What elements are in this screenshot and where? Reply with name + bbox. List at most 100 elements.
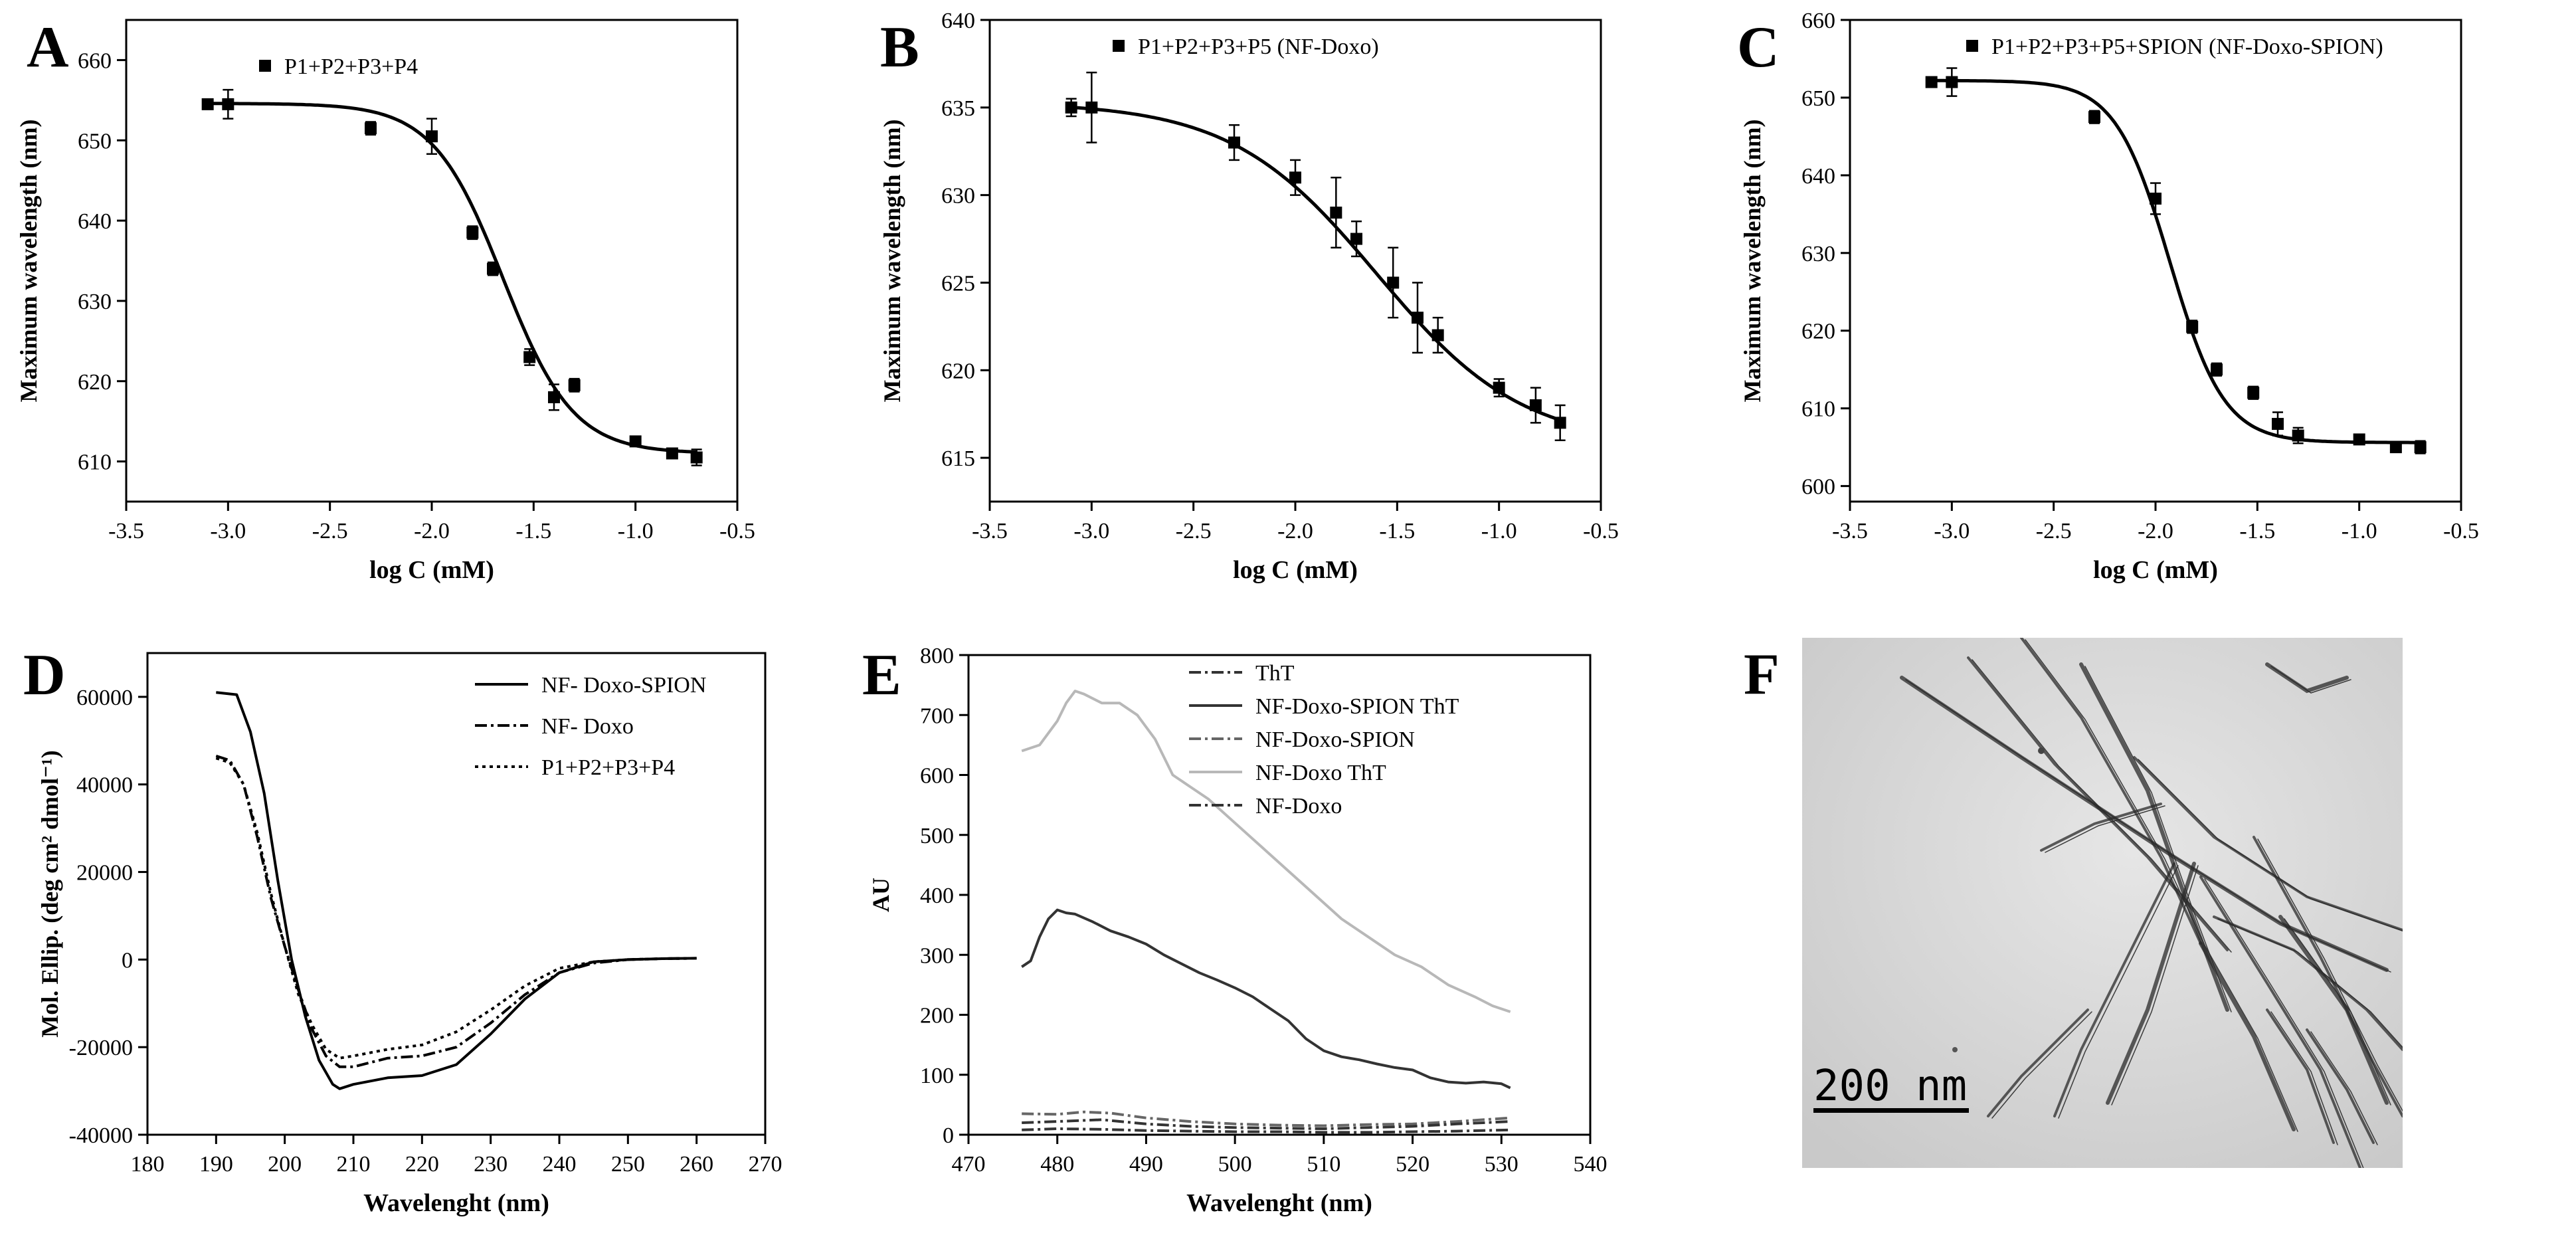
- legend-label: NF-Doxo: [1255, 794, 1342, 818]
- x-tick-label: 230: [474, 1152, 507, 1177]
- x-tick-label: -0.5: [2443, 519, 2479, 543]
- panel-letter-d: D: [23, 643, 66, 708]
- data-point: [2389, 441, 2402, 454]
- plot-frame: [125, 19, 739, 503]
- x-tick-label: -2.5: [312, 519, 348, 543]
- data-point: [1925, 76, 1938, 88]
- data-point: [1946, 76, 1958, 88]
- y-tick-label: 660: [78, 48, 112, 73]
- data-point: [1065, 101, 1077, 114]
- fibril: [2199, 941, 2296, 1131]
- fibril-edge: [2045, 805, 2165, 853]
- data-point: [2292, 429, 2304, 442]
- legend-label: NF- Doxo-SPION: [541, 673, 706, 698]
- series-line: [215, 754, 697, 1068]
- y-tick-label: 500: [920, 824, 954, 848]
- legend-label: P1+P2+P3+P5+SPION (NF-Doxo-SPION): [1991, 35, 2383, 59]
- chart-panel-b: B -3.5 -3.0 -2.5 -2.0 -1.5 -1.0 -0.5 615 620 625 63…: [857, 0, 1714, 631]
- data-point: [201, 98, 214, 110]
- y-tick-label: 640: [941, 9, 975, 33]
- x-tick-label: -0.5: [1583, 519, 1619, 543]
- x-tick-label: 510: [1307, 1152, 1340, 1177]
- chart-d-svg: D 180 190 200 210 220 230 240 250 260 270 -40000 -20…: [23, 643, 782, 1217]
- x-tick-label: -3.0: [1073, 519, 1109, 543]
- x-tick-label: 480: [1040, 1152, 1074, 1177]
- x-tick-label: -1.0: [2342, 519, 2377, 543]
- y-tick-label: -20000: [69, 1036, 133, 1060]
- chart-panel-a: A -3.5 -3.0 -2.5 -2.0 -1.5 -1.0 -0.5 610 620 630 64…: [0, 0, 857, 631]
- y-tick-label: 640: [1801, 164, 1835, 189]
- x-axis-label: Wavelenght (nm): [1186, 1189, 1372, 1217]
- data-point: [2186, 320, 2199, 333]
- y-tick-label: 610: [78, 450, 112, 475]
- chart-b-svg: B -3.5 -3.0 -2.5 -2.0 -1.5 -1.0 -0.5 615 620 625 63…: [879, 9, 1619, 584]
- fibril-edge: [1905, 679, 2391, 973]
- fibril-edge: [2025, 639, 2205, 946]
- chart-e-svg: E 470 480 490 500 510 520 530 540 0 100 200 300 400 50…: [862, 643, 1608, 1217]
- data-point: [690, 451, 703, 464]
- data-point: [1350, 233, 1362, 245]
- data-point: [2088, 111, 2100, 124]
- data-point: [1387, 276, 1400, 289]
- fit-curve: [207, 102, 697, 454]
- data-point: [426, 130, 438, 143]
- series-line: [1022, 1118, 1511, 1130]
- x-tick-label: -2.5: [1176, 519, 1212, 543]
- fit-curve: [1931, 78, 2421, 444]
- plot-frame: [146, 652, 767, 1136]
- x-tick-label: 200: [268, 1152, 302, 1177]
- data-point: [365, 122, 377, 135]
- y-tick-label: -40000: [69, 1123, 133, 1148]
- x-tick-label: -1.5: [1379, 519, 1415, 543]
- legend-label: P1+P2+P3+P5 (NF-Doxo): [1138, 35, 1379, 59]
- y-tick-label: 60000: [76, 686, 133, 710]
- fibril: [2306, 1028, 2375, 1144]
- series-line: [1021, 690, 1511, 1013]
- y-tick-label: 40000: [76, 773, 133, 798]
- data-point: [1085, 101, 1098, 114]
- y-axis-label: Maximum wavelength (nm): [15, 120, 42, 403]
- legend-label: NF-Doxo ThT: [1255, 761, 1386, 785]
- y-tick-label: 400: [920, 884, 954, 908]
- fibril-edge: [2204, 878, 2364, 1168]
- y-tick-label: 630: [941, 184, 975, 209]
- data-point: [1412, 312, 1424, 324]
- legend-marker: [1113, 40, 1125, 52]
- x-tick-label: -1.5: [2239, 519, 2275, 543]
- x-tick-label: 500: [1218, 1152, 1252, 1177]
- y-tick-label: 625: [941, 271, 975, 296]
- data-point: [1493, 381, 1505, 394]
- data-point: [2272, 418, 2284, 431]
- data-point: [1330, 207, 1342, 219]
- fibril-edge: [2270, 1011, 2338, 1145]
- legend-label: P1+P2+P3+P4: [284, 54, 418, 79]
- legend-label: ThT: [1255, 661, 1295, 686]
- y-tick-label: 620: [78, 370, 112, 395]
- x-tick-label: -2.5: [2036, 519, 2072, 543]
- data-point: [548, 391, 560, 403]
- chart-c-svg: C -3.5 -3.0 -2.5 -2.0 -1.5 -1.0 -0.5 600 610 620 63…: [1737, 9, 2479, 584]
- y-tick-label: 0: [122, 948, 133, 973]
- series-line: [1021, 908, 1511, 1090]
- y-tick-label: 630: [78, 290, 112, 314]
- fibril-edge: [2217, 918, 2403, 1048]
- legend-marker: [259, 60, 271, 72]
- x-tick-label: -3.5: [1832, 519, 1868, 543]
- fibril-edge: [2138, 759, 2403, 931]
- fibril: [2199, 876, 2361, 1168]
- legend-label: NF-Doxo-SPION ThT: [1255, 694, 1459, 719]
- fibril: [2266, 1008, 2335, 1144]
- x-tick-label: 530: [1485, 1152, 1518, 1177]
- particle: [2038, 747, 2045, 754]
- y-tick-label: 630: [1801, 242, 1835, 266]
- panel-letter-b: B: [880, 15, 919, 80]
- x-axis-label: log C (mM): [369, 556, 494, 584]
- legend-label: NF- Doxo: [541, 714, 634, 739]
- panel-letter-e: E: [862, 643, 901, 708]
- data-point: [2211, 363, 2223, 376]
- particle: [1952, 1047, 1958, 1052]
- x-tick-label: -3.5: [108, 519, 144, 543]
- x-tick-label: -1.0: [618, 519, 654, 543]
- tem-micrograph: [1802, 638, 2403, 1168]
- fibril-edge: [2284, 918, 2391, 1105]
